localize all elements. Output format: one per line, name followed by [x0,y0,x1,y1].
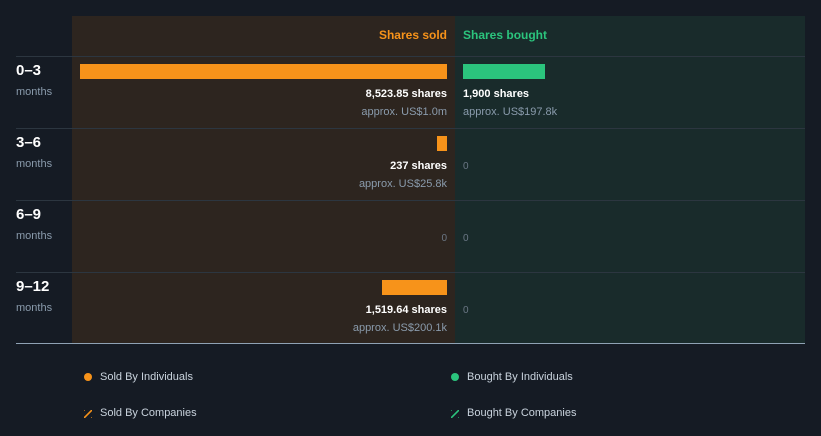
legend-label: Sold By Individuals [100,371,193,383]
period-unit: months [16,158,53,170]
period-label: 3–6 [16,134,42,151]
legend-sold-individuals[interactable]: Sold By Individuals [84,371,193,383]
period-label: 9–12 [16,278,50,295]
green-hatch-icon [448,407,462,421]
legend-label: Sold By Companies [100,407,197,419]
legend-label: Bought By Individuals [467,371,573,383]
sold-shares-value: 8,523.85 shares [365,88,447,100]
bought-approx-value: approx. US$197.8k [463,106,558,118]
orange-dot-icon [84,373,92,381]
sold-approx-value: approx. US$25.8k [358,178,447,190]
sold-shares-value: 237 shares [390,160,447,172]
shares-sold-header: Shares sold [378,28,447,42]
sold-approx-value: approx. US$1.0m [361,106,447,118]
orange-hatch-icon [81,407,95,421]
green-dot-icon [451,373,459,381]
sold-bar [436,136,447,151]
sold-approx-value: approx. US$200.1k [352,322,447,334]
legend-bought-individuals[interactable]: Bought By Individuals [451,371,573,383]
row-divider [16,56,805,57]
row-divider [16,128,805,129]
period-unit: months [16,86,53,98]
bought-zero-value: 0 [463,161,469,172]
bought-bar [463,64,545,79]
shares-bought-header: Shares bought [463,28,548,42]
sold-zero-value: 0 [441,233,447,244]
bought-zero-value: 0 [463,233,469,244]
chart-baseline [16,343,805,344]
sold-bar [80,64,447,79]
legend-sold-companies[interactable]: Sold By Companies [81,407,197,421]
period-label: 6–9 [16,206,42,223]
bought-shares-value: 1,900 shares [463,88,530,100]
bought-zero-value: 0 [463,305,469,316]
period-label: 0–3 [16,62,42,79]
period-unit: months [16,302,53,314]
period-unit: months [16,230,53,242]
legend-bought-companies[interactable]: Bought By Companies [448,407,577,421]
sold-bar [381,280,447,295]
row-divider [16,200,805,201]
sold-shares-value: 1,519.64 shares [365,304,447,316]
row-divider [16,272,805,273]
legend-label: Bought By Companies [467,407,577,419]
